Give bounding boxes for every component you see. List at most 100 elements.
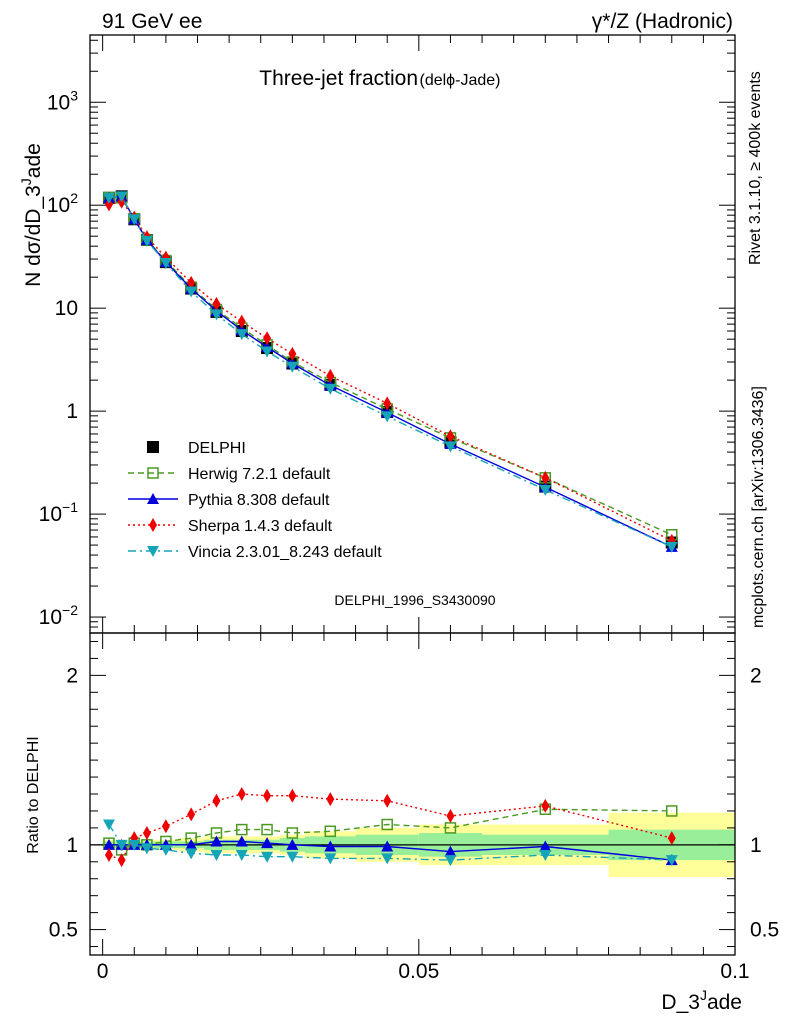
legend-marker — [147, 493, 159, 504]
ratio-ticks: 0.5 0.5 1 1 2 2 0 0.05 0.1 — [49, 633, 779, 983]
ratio-point-2 — [161, 819, 170, 834]
ratio-point-3 — [102, 819, 115, 831]
ratio-point-0 — [381, 818, 393, 831]
ratio-point-3 — [128, 839, 141, 851]
ratio-y-tick-label-right: 1 — [750, 834, 762, 857]
ratio-point-2 — [667, 831, 676, 846]
data-point-4 — [140, 235, 153, 247]
ratio-point-3 — [115, 839, 128, 851]
ratio-point-3 — [261, 851, 274, 863]
data-point-4 — [185, 286, 198, 298]
legend-entry: Sherpa 1.4.3 default — [188, 518, 333, 535]
ratio-frame — [89, 632, 736, 956]
ratio-point-2 — [288, 788, 297, 803]
ratio-point-2 — [541, 798, 550, 813]
y-tick-label: 1 — [66, 400, 78, 423]
ratio-y-tick-label-right: 2 — [750, 664, 762, 687]
x-tick-label: 0.05 — [398, 960, 439, 983]
ratio-point-0 — [286, 827, 299, 839]
legend-marker — [147, 467, 159, 479]
y-tick-label: 103 — [47, 87, 78, 114]
data-point-4 — [665, 541, 678, 553]
ratio-point-3 — [235, 850, 248, 862]
x-tick-label: 0 — [97, 960, 109, 983]
ratio-point-2 — [263, 788, 272, 803]
ratio-y-tick-label: 1 — [66, 834, 78, 857]
ratio-point-1 — [539, 840, 552, 852]
ratio-point-2 — [446, 809, 455, 824]
ratio-point-3 — [665, 855, 678, 867]
data-point-3 — [446, 429, 455, 444]
ratio-point-1 — [286, 838, 299, 850]
ratio-point-1 — [210, 835, 223, 847]
data-point-4 — [324, 383, 337, 395]
ratio-series-layer — [102, 787, 678, 868]
ratio-point-1 — [381, 840, 394, 852]
ratio-point-2 — [142, 825, 151, 840]
legend-entry: Herwig 7.2.1 default — [188, 466, 331, 483]
y-tick-label: 102 — [47, 190, 78, 217]
data-point-3 — [541, 470, 550, 485]
ratio-point-1 — [261, 837, 274, 849]
data-point-3 — [263, 331, 272, 346]
ratio-point-1 — [102, 838, 115, 850]
data-point-4 — [159, 257, 172, 269]
ratio-y-tick-label-right: 0.5 — [750, 919, 779, 942]
data-point-3 — [288, 346, 297, 361]
data-point-4 — [381, 411, 394, 423]
ratio-point-2 — [237, 787, 246, 801]
ratio-point-1 — [235, 835, 248, 847]
ratio-point-3 — [539, 850, 552, 862]
data-point-3 — [383, 396, 392, 411]
ratio-point-0 — [261, 823, 273, 836]
data-point-3 — [104, 197, 113, 212]
svg-text:D_3Jade: D_3Jade — [661, 987, 742, 1014]
data-point-3 — [212, 296, 221, 311]
ratio-point-3 — [444, 855, 457, 867]
ratio-point-2 — [326, 792, 335, 807]
data-point-4 — [235, 329, 248, 341]
y-tick-label: 10−1 — [39, 499, 79, 526]
ratio-point-1 — [444, 845, 457, 857]
data-point-4 — [128, 214, 141, 226]
ratio-point-1 — [185, 838, 198, 850]
legend-marker — [147, 546, 159, 557]
ratio-y-label: Ratio to DELPHI — [25, 736, 42, 853]
x-tick-label: 0.1 — [720, 960, 749, 983]
ratio-point-0 — [324, 825, 337, 838]
ratio-point-0 — [236, 823, 248, 836]
ratio-point-2 — [383, 793, 392, 808]
ratio-y-tick-label: 0.5 — [49, 919, 78, 942]
series-line-3 — [108, 201, 673, 542]
ratio-point-3 — [210, 850, 223, 862]
legend-marker — [149, 518, 157, 532]
y-tick-label: 10 — [55, 297, 78, 320]
legend-entry: Vincia 2.3.01_8.243 default — [188, 544, 382, 561]
ratio-uncertainty-band — [90, 812, 735, 878]
ratio-point-3 — [381, 853, 394, 865]
ratio-line-0 — [108, 808, 672, 851]
ratio-point-1 — [324, 840, 337, 852]
ratio-point-3 — [324, 853, 337, 865]
svg-text:N dσ/dD_3Jade: N dσ/dD_3Jade — [18, 143, 45, 287]
header-right: γ*/Z (Hadronic) — [592, 10, 733, 33]
data-point-4 — [102, 192, 115, 204]
rivet-label: Rivet 3.1.10, ≥ 400k events — [747, 71, 764, 265]
data-point-3 — [187, 275, 196, 290]
series-line-1 — [108, 196, 673, 536]
data-point-4 — [115, 191, 128, 203]
legend-marker — [147, 441, 159, 453]
ratio-point-2 — [187, 807, 196, 822]
y-axis-label: N dσ/dD_3Jade — [18, 143, 45, 287]
data-point-4 — [210, 309, 223, 321]
main-ticks: 10−2 10−1 1 10 102 103 — [39, 35, 736, 634]
data-point-4 — [286, 361, 299, 373]
main-series-layer — [102, 190, 678, 553]
legend-entry: DELPHI — [188, 440, 246, 457]
ratio-point-3 — [185, 848, 198, 860]
ratio-point-3 — [286, 851, 299, 863]
legend-entry: Pythia 8.308 default — [188, 492, 330, 509]
mcplots-label: mcplots.cern.ch [arXiv:1306.3436] — [750, 386, 767, 628]
ratio-panel: 0.5 0.5 1 1 2 2 0 0.05 0.1 Ratio to DELPHI D_3Ja… — [25, 632, 779, 1014]
